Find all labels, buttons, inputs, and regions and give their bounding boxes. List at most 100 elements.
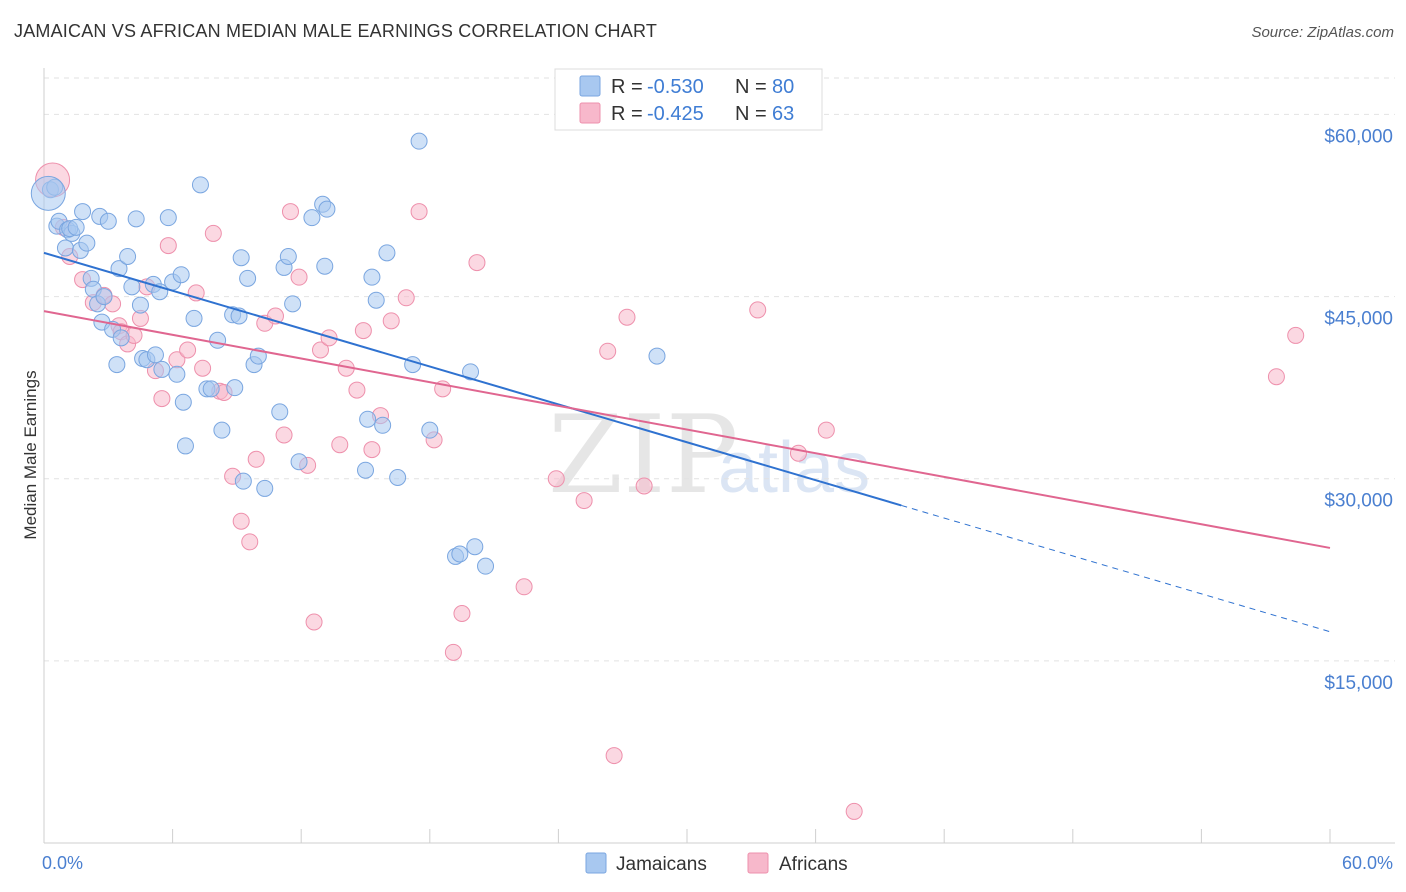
jamaican-point xyxy=(174,393,192,411)
legend-r-value-2: -0.425 xyxy=(647,103,704,125)
jamaican-point xyxy=(30,175,66,211)
stats-legend: R = -0.530 N = 80 R = -0.425 N = 63 xyxy=(554,68,823,131)
african-point xyxy=(204,224,222,242)
jamaican-point xyxy=(95,288,113,306)
jamaican-point xyxy=(172,266,190,284)
jamaican-point xyxy=(239,269,257,287)
jamaican-point xyxy=(112,329,130,347)
bottom-legend-jamaicans: Jamaicans xyxy=(616,854,707,875)
african-point xyxy=(817,421,835,439)
african-point xyxy=(348,381,366,399)
tick-labels: $15,000 $30,000 $45,000 $60,000 0.0% 60.0% xyxy=(42,126,1393,873)
jamaican-point xyxy=(119,248,137,265)
jamaican-point xyxy=(318,200,336,218)
bottom-swatch-africans xyxy=(747,852,769,874)
jamaican-point xyxy=(290,453,308,471)
jamaican-point xyxy=(284,295,302,313)
legend-swatch-africans xyxy=(579,102,601,124)
jamaican-point xyxy=(389,469,407,486)
african-point xyxy=(232,512,250,530)
african-point xyxy=(305,613,323,631)
y-axis-label: Median Male Earnings xyxy=(21,370,40,539)
trend-lines xyxy=(43,251,1331,633)
jamaican-point xyxy=(131,296,149,314)
african-point xyxy=(1287,326,1305,344)
bottom-swatch-jamaicans xyxy=(585,852,607,874)
jamaican-point xyxy=(303,209,321,227)
african-point xyxy=(605,747,623,765)
jamaican-point xyxy=(466,538,484,556)
jamaican-point xyxy=(159,209,177,227)
legend-n-label-2: N = xyxy=(735,103,767,125)
jamaican-point xyxy=(279,248,297,265)
legend-r-value-1: -0.530 xyxy=(647,76,704,98)
jamaican-point xyxy=(108,356,126,374)
african-point xyxy=(789,444,807,462)
african-point xyxy=(453,605,471,622)
jamaican-point xyxy=(374,416,392,434)
african-point xyxy=(153,390,171,408)
x-tick-label-start: 0.0% xyxy=(42,853,83,873)
legend-r-label-2: R = xyxy=(611,103,643,125)
legend-r-label-1: R = xyxy=(611,76,643,98)
african-point xyxy=(247,450,265,468)
african-point xyxy=(635,477,653,495)
african-point xyxy=(275,426,293,444)
african-point xyxy=(845,802,863,820)
grid-lines xyxy=(44,77,1395,662)
african-point xyxy=(410,203,428,221)
jamaican-point xyxy=(462,363,480,381)
jamaican-point xyxy=(226,379,244,397)
african-point xyxy=(397,289,415,307)
african-point xyxy=(331,436,349,454)
jamaican-point xyxy=(67,218,85,236)
jamaican-point xyxy=(78,234,96,252)
jamaican-point xyxy=(168,365,186,383)
watermark-atlas: atlas xyxy=(718,428,870,508)
jamaican-point xyxy=(648,347,666,365)
jamaican-point xyxy=(146,346,164,364)
african-point xyxy=(354,322,372,340)
chart-title: JAMAICAN VS AFRICAN MEDIAN MALE EARNINGS… xyxy=(14,21,658,41)
african-point xyxy=(179,341,197,359)
african-point xyxy=(599,342,617,360)
jamaican-point xyxy=(99,212,117,230)
y-tick-label: $45,000 xyxy=(1324,309,1393,330)
y-tick-label: $60,000 xyxy=(1324,126,1393,147)
african-point xyxy=(311,341,329,359)
jamaican-point xyxy=(202,380,220,398)
legend-swatch-jamaicans xyxy=(579,75,601,97)
african-point xyxy=(1267,368,1285,386)
jamaican-point xyxy=(234,472,252,490)
african-point xyxy=(290,268,308,286)
jamaican-point xyxy=(421,421,439,439)
jamaican-point xyxy=(153,360,171,378)
source-note: Source: ZipAtlas.com xyxy=(1251,24,1394,41)
africans-trend-line xyxy=(43,310,1331,549)
jamaican-point xyxy=(410,132,428,150)
jamaican-point xyxy=(367,291,385,309)
jamaican-point xyxy=(378,244,396,262)
legend-n-value-2: 63 xyxy=(772,103,794,125)
jamaican-point xyxy=(74,203,92,221)
jamaican-point xyxy=(176,437,194,455)
series-legend: Jamaicans Africans xyxy=(585,852,848,875)
african-point xyxy=(159,237,177,255)
jamaican-point xyxy=(451,545,469,563)
african-point xyxy=(281,203,299,221)
jamaican-point xyxy=(213,421,231,439)
jamaican-point xyxy=(477,557,495,575)
x-tick-label-end: 60.0% xyxy=(1342,853,1393,873)
y-tick-label: $15,000 xyxy=(1324,673,1393,694)
african-point xyxy=(468,254,486,272)
jamaican-point xyxy=(256,479,274,497)
jamaicans-trend-extension xyxy=(901,504,1331,633)
y-tick-label: $30,000 xyxy=(1324,491,1393,512)
african-point xyxy=(618,308,636,326)
jamaican-point xyxy=(127,210,145,228)
jamaican-point xyxy=(56,239,74,257)
african-point xyxy=(547,470,565,488)
african-point xyxy=(382,312,400,330)
jamaican-point xyxy=(191,176,209,194)
